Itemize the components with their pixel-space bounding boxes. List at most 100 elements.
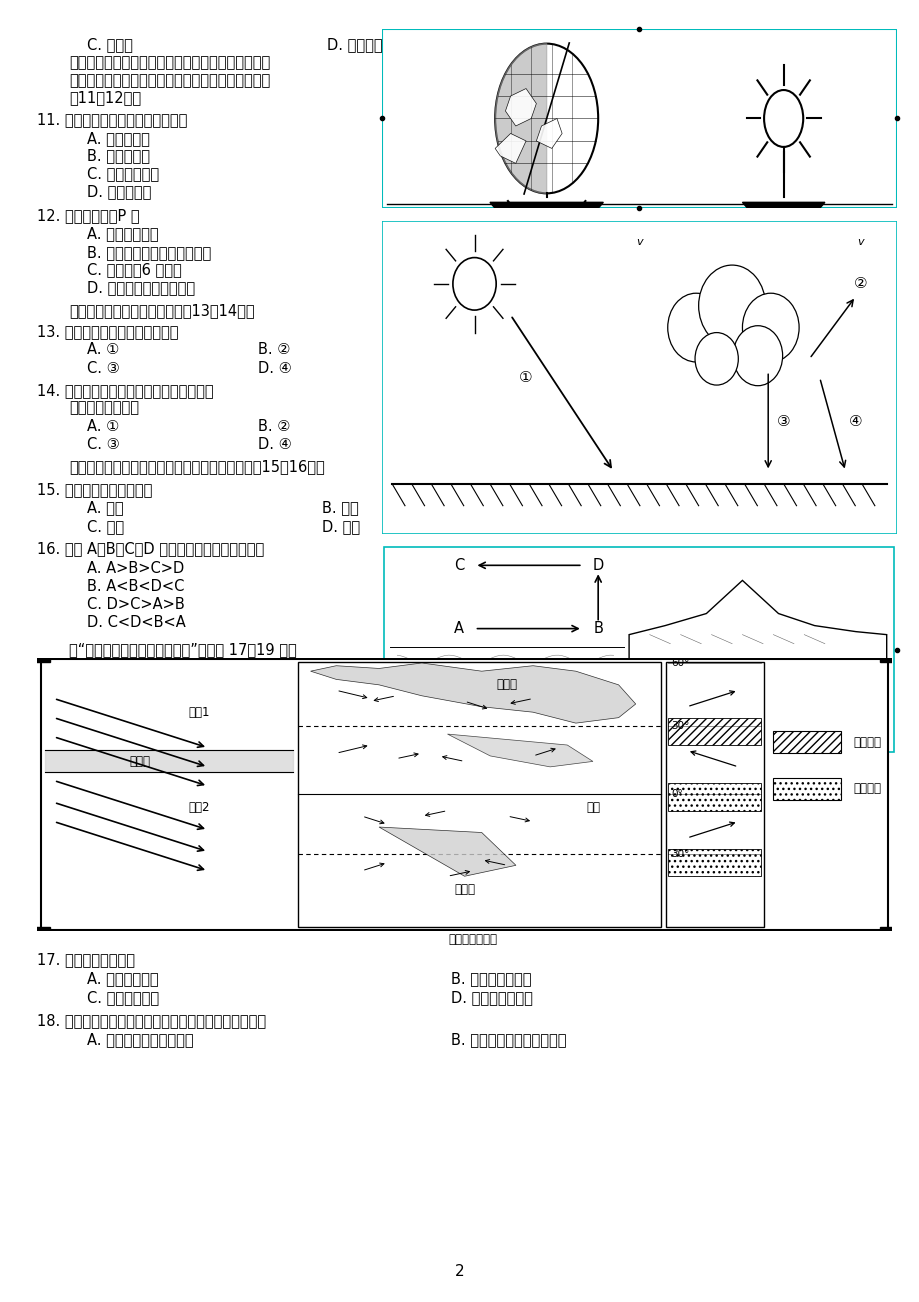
Text: A. 盛行东北信风: A. 盛行东北信风 <box>87 227 159 242</box>
Circle shape <box>732 326 782 385</box>
Text: 15. 此图表示的时间应该是: 15. 此图表示的时间应该是 <box>37 483 152 497</box>
Text: 高气压带: 高气压带 <box>853 783 881 796</box>
Bar <box>879 656 896 661</box>
Text: C. ③: C. ③ <box>87 437 120 452</box>
Text: C. 冬季: C. 冬季 <box>87 518 124 534</box>
Text: A: A <box>454 621 463 637</box>
Circle shape <box>667 293 723 362</box>
Text: C. 太平洋: C. 太平洋 <box>87 36 133 52</box>
Text: 的大气热力作用是: 的大气热力作用是 <box>69 401 139 415</box>
Text: B: B <box>593 621 603 637</box>
Text: 气压带: 气压带 <box>129 755 150 768</box>
Bar <box>879 927 896 932</box>
Bar <box>32 927 50 932</box>
Text: A. ①: A. ① <box>87 342 119 358</box>
Circle shape <box>764 90 802 147</box>
Bar <box>667 849 761 876</box>
Text: B. A<B<D<C: B. A<B<D<C <box>87 578 185 594</box>
Bar <box>665 661 764 927</box>
Circle shape <box>494 43 597 193</box>
Text: 高气压: 高气压 <box>454 884 474 896</box>
Text: D. C<D<B<A: D. C<D<B<A <box>87 616 186 630</box>
Polygon shape <box>629 581 886 746</box>
Text: 筄11～12题。: 筄11～12题。 <box>69 91 141 105</box>
Bar <box>32 656 50 661</box>
Circle shape <box>698 266 765 346</box>
Polygon shape <box>379 827 516 876</box>
Polygon shape <box>505 89 536 126</box>
Text: D. 副热带高气压带: D. 副热带高气压带 <box>450 990 532 1005</box>
Text: A. 昼夜的更替: A. 昼夜的更替 <box>87 132 150 146</box>
Text: D: D <box>592 557 603 573</box>
Polygon shape <box>447 734 593 767</box>
Text: 12. 图示季节内，P 地: 12. 图示季节内，P 地 <box>37 208 140 224</box>
Circle shape <box>694 332 738 385</box>
Text: A. 赤道低气压带: A. 赤道低气压带 <box>87 971 159 987</box>
Text: D. ④: D. ④ <box>257 437 291 452</box>
Text: C. D>C>A>B: C. D>C>A>B <box>87 596 185 612</box>
Polygon shape <box>742 202 824 208</box>
Text: 风带2: 风带2 <box>188 802 210 814</box>
Text: 60°: 60° <box>671 658 689 668</box>
Bar <box>772 777 840 799</box>
Text: 将一盏电灯放在桌子上代表太阳，在电灯旁放置一个: 将一盏电灯放在桌子上代表太阳，在电灯旁放置一个 <box>69 55 270 70</box>
Text: 0°: 0° <box>671 789 683 799</box>
Text: 30°: 30° <box>671 849 689 859</box>
Text: 13. 近地面大气的主要直接热源是: 13. 近地面大气的主要直接热源是 <box>37 324 178 340</box>
Text: B. 夜晩: B. 夜晩 <box>322 500 358 516</box>
Text: A. 全球气压带、风带偏南: A. 全球气压带、风带偏南 <box>87 1031 194 1047</box>
Text: 地球仪代表地球，拨动地球仪模拟地球运动。读图回: 地球仪代表地球，拨动地球仪模拟地球运动。读图回 <box>69 73 270 89</box>
Text: B. ②: B. ② <box>257 419 289 434</box>
Polygon shape <box>45 750 293 772</box>
Text: 低气压带: 低气压带 <box>853 736 881 749</box>
Polygon shape <box>536 118 562 148</box>
Text: D. 此日过后白昼逐日变长: D. 此日过后白昼逐日变长 <box>87 281 196 296</box>
Text: 低气压: 低气压 <box>496 678 517 691</box>
Polygon shape <box>494 133 526 163</box>
Text: 风带1: 风带1 <box>188 706 210 719</box>
Bar <box>667 717 761 745</box>
Polygon shape <box>494 43 546 193</box>
Text: D. 四川盆地: D. 四川盆地 <box>326 36 381 52</box>
Text: 18. 亚洲某月季风图如图所示时，则气压带、风带的位置: 18. 亚洲某月季风图如图所示时，则气压带、风带的位置 <box>37 1013 266 1029</box>
Text: 14. 白天多云气温不会太高主要与图中有关: 14. 白天多云气温不会太高主要与图中有关 <box>37 383 213 398</box>
Text: A. A>B>C>D: A. A>B>C>D <box>87 560 185 575</box>
Text: A. 白天: A. 白天 <box>87 500 124 516</box>
Text: B. ②: B. ② <box>257 342 289 358</box>
Text: 赤道: 赤道 <box>585 802 599 814</box>
Text: 16. 比较 A、B、C、D 四点的气压高低顺序应该是: 16. 比较 A、B、C、D 四点的气压高低顺序应该是 <box>37 542 264 557</box>
Bar <box>298 661 661 927</box>
Text: D. 全天: D. 全天 <box>322 518 359 534</box>
Text: ①: ① <box>518 370 532 385</box>
Text: D. ④: D. ④ <box>257 361 291 376</box>
Text: 读“近地面气压带、风带示意图”，完成 17～19 题。: 读“近地面气压带、风带示意图”，完成 17～19 题。 <box>69 643 297 658</box>
Text: v: v <box>857 237 863 247</box>
Text: B. 南半球偏北，北半球偏南: B. 南半球偏北，北半球偏南 <box>450 1031 566 1047</box>
Polygon shape <box>311 663 635 723</box>
Text: ②: ② <box>853 276 867 292</box>
Text: C: C <box>453 557 464 573</box>
Text: C. 当地时间6 时日出: C. 当地时间6 时日出 <box>87 263 182 277</box>
Text: A. ①: A. ① <box>87 419 119 434</box>
Text: C. ③: C. ③ <box>87 361 120 376</box>
Text: 下图为海陆风形成示意图，根据所学知识分析回筄15～16题。: 下图为海陆风形成示意图，根据所学知识分析回筄15～16题。 <box>69 460 324 475</box>
Bar <box>667 784 761 811</box>
Text: D. 地方时差异: D. 地方时差异 <box>87 184 152 199</box>
Text: B. 四季的更替: B. 四季的更替 <box>87 148 150 164</box>
Circle shape <box>742 293 799 362</box>
Text: 亚洲某月季风图: 亚洲某月季风图 <box>448 932 497 945</box>
Text: 11. 该实验最能够演示的地理现象是: 11. 该实验最能够演示的地理现象是 <box>37 113 187 128</box>
Text: ④: ④ <box>848 414 862 428</box>
Polygon shape <box>490 202 603 208</box>
Text: v: v <box>635 237 642 247</box>
Text: B. 副极地低气压带: B. 副极地低气压带 <box>450 971 531 987</box>
Text: ③: ③ <box>776 414 789 428</box>
Text: B. 正午太阳高度达全年最大值: B. 正午太阳高度达全年最大值 <box>87 245 211 260</box>
Text: C. 极地高气压带: C. 极地高气压带 <box>87 990 159 1005</box>
Text: 读大气的保温作用示意图，回筄13～14题。: 读大气的保温作用示意图，回筄13～14题。 <box>69 303 255 318</box>
Text: 2: 2 <box>455 1263 464 1279</box>
Bar <box>772 732 840 753</box>
Text: 17. 左图中气压带代表: 17. 左图中气压带代表 <box>37 953 135 967</box>
Text: 30°: 30° <box>671 721 689 730</box>
Text: C. 运动物体偏向: C. 运动物体偏向 <box>87 167 159 182</box>
